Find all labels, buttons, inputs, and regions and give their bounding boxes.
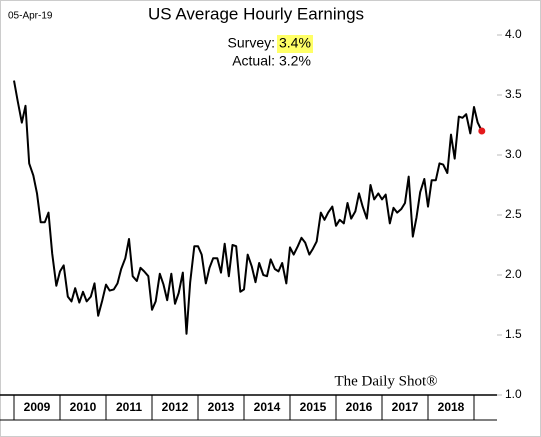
highlight — [277, 35, 313, 53]
y-tick-label: 2.5 — [505, 207, 522, 221]
annotation-label: Actual: — [232, 53, 275, 69]
y-tick-label: 1.0 — [505, 387, 522, 401]
x-tick-label: 2010 — [70, 400, 97, 414]
x-tick-label: 2015 — [300, 400, 327, 414]
date-label: 05-Apr-19 — [8, 11, 53, 22]
annotation-value: 3.4% — [279, 35, 311, 51]
chart-title: US Average Hourly Earnings — [148, 4, 364, 23]
x-tick-label: 2009 — [24, 400, 51, 414]
x-tick-label: 2016 — [346, 400, 373, 414]
source-label: The Daily Shot® — [334, 373, 437, 389]
y-tick-label: 3.0 — [505, 147, 522, 161]
annotation-value: 3.2% — [279, 53, 311, 69]
x-tick-label: 2011 — [116, 400, 142, 414]
x-tick-label: 2012 — [162, 400, 189, 414]
y-tick-label: 4.0 — [505, 27, 522, 41]
line-series — [13, 80, 483, 335]
last-point — [478, 127, 486, 135]
x-tick-label: 2018 — [438, 400, 465, 414]
y-tick-label: 2.0 — [505, 267, 522, 281]
y-tick-label: 1.5 — [505, 327, 522, 341]
annotation-label: Survey: — [228, 35, 275, 51]
x-tick-label: 2013 — [208, 400, 235, 414]
x-tick-label: 2017 — [392, 400, 419, 414]
x-tick-label: 2014 — [254, 400, 281, 414]
y-tick-label: 3.5 — [505, 87, 522, 101]
